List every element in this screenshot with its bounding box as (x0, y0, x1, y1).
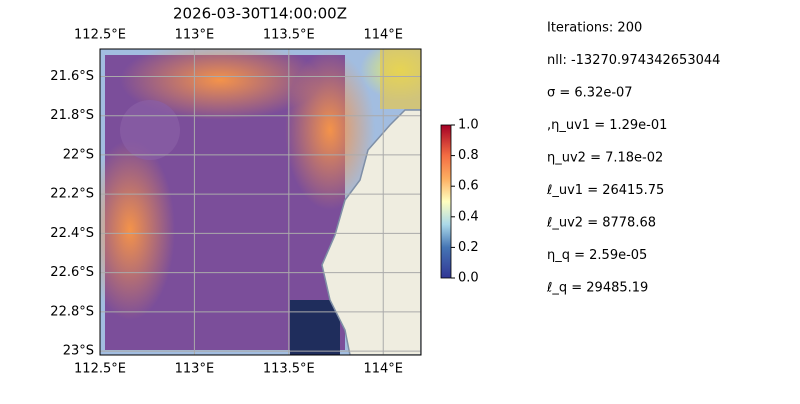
y-tick-label: 22.6°S (50, 265, 94, 280)
colorbar-tick-label: 0.8 (458, 148, 479, 163)
map-frame (99, 48, 422, 356)
map-field (100, 49, 421, 355)
x-tick-label-top: 113°E (175, 28, 215, 43)
x-tick-label-bottom: 113.5°E (263, 362, 315, 377)
title: 2026-03-30T14:00:00Z (173, 5, 347, 23)
colorbar (440, 124, 452, 279)
colorbar-ticks: 0.0 0.2 0.4 0.6 0.8 1.0 (451, 118, 479, 286)
annotations: Iterations: 200 nll: -13270.974342653044 σ… (546, 21, 720, 296)
annotation: η_q = 2.59e-05 (547, 248, 647, 263)
y-tick-label: 22.2°S (50, 187, 94, 202)
y-tick-label: 23°S (63, 344, 94, 359)
colorbar-tick-label: 0.4 (458, 209, 479, 224)
annotation: ℓ_q = 29485.19 (546, 281, 648, 296)
x-tick-label-bottom: 113°E (175, 362, 215, 377)
annotation: σ = 6.32e-07 (547, 86, 633, 101)
colorbar-tick-label: 0.0 (458, 271, 479, 286)
colorbar-tick-label: 0.2 (458, 240, 479, 255)
y-tick-label: 22.8°S (50, 304, 94, 319)
x-tick-label-top: 114°E (363, 28, 403, 43)
x-tick-label-top: 112.5°E (74, 28, 126, 43)
x-tick-label-bottom: 112.5°E (74, 362, 126, 377)
annotation: ℓ_uv2 = 8778.68 (546, 216, 656, 231)
y-tick-label: 21.6°S (50, 69, 94, 84)
colorbar-tick-label: 1.0 (458, 118, 479, 133)
annotation: η_uv2 = 7.18e-02 (547, 151, 663, 166)
annotation: Iterations: 200 (547, 21, 642, 36)
colorbar-tick-label: 0.6 (458, 179, 479, 194)
y-tick-label: 22°S (63, 147, 94, 162)
annotation: ℓ_uv1 = 26415.75 (546, 183, 664, 198)
annotation: ,η_uv1 = 1.29e-01 (547, 118, 667, 133)
x-tick-label-top: 113.5°E (263, 28, 315, 43)
x-tick-label-bottom: 114°E (363, 362, 403, 377)
annotation: nll: -13270.974342653044 (547, 53, 720, 68)
y-tick-label: 22.4°S (50, 226, 94, 241)
y-tick-label: 21.8°S (50, 108, 94, 123)
